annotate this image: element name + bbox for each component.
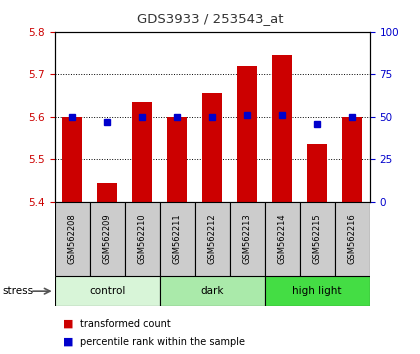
Text: ■: ■: [63, 337, 74, 347]
Bar: [299, 202, 335, 276]
Bar: [160, 276, 265, 306]
Text: GSM562210: GSM562210: [138, 213, 147, 264]
Bar: [125, 202, 160, 276]
Bar: [202, 93, 222, 202]
Bar: [273, 55, 292, 202]
Bar: [132, 102, 152, 202]
Bar: [265, 276, 370, 306]
Text: GSM562208: GSM562208: [68, 213, 76, 264]
Bar: [194, 202, 230, 276]
Bar: [342, 117, 362, 202]
Bar: [55, 202, 89, 276]
Text: control: control: [89, 286, 125, 296]
Text: GSM562209: GSM562209: [102, 213, 112, 264]
Text: ■: ■: [63, 319, 74, 329]
Bar: [97, 183, 117, 202]
Bar: [265, 202, 299, 276]
Bar: [230, 202, 265, 276]
Text: dark: dark: [200, 286, 224, 296]
Text: GSM562214: GSM562214: [278, 213, 286, 264]
Bar: [63, 117, 82, 202]
Text: GSM562215: GSM562215: [312, 213, 322, 264]
Text: percentile rank within the sample: percentile rank within the sample: [80, 337, 245, 347]
Text: GSM562211: GSM562211: [173, 213, 181, 264]
Bar: [89, 202, 125, 276]
Text: transformed count: transformed count: [80, 319, 171, 329]
Bar: [160, 202, 194, 276]
Bar: [168, 117, 187, 202]
Text: GDS3933 / 253543_at: GDS3933 / 253543_at: [137, 12, 283, 25]
Text: stress: stress: [2, 286, 33, 296]
Text: GSM562216: GSM562216: [348, 213, 357, 264]
Text: GSM562212: GSM562212: [207, 213, 217, 264]
Text: high light: high light: [292, 286, 342, 296]
Bar: [237, 66, 257, 202]
Bar: [335, 202, 370, 276]
Text: GSM562213: GSM562213: [243, 213, 252, 264]
Bar: [55, 276, 160, 306]
Bar: [307, 144, 327, 202]
